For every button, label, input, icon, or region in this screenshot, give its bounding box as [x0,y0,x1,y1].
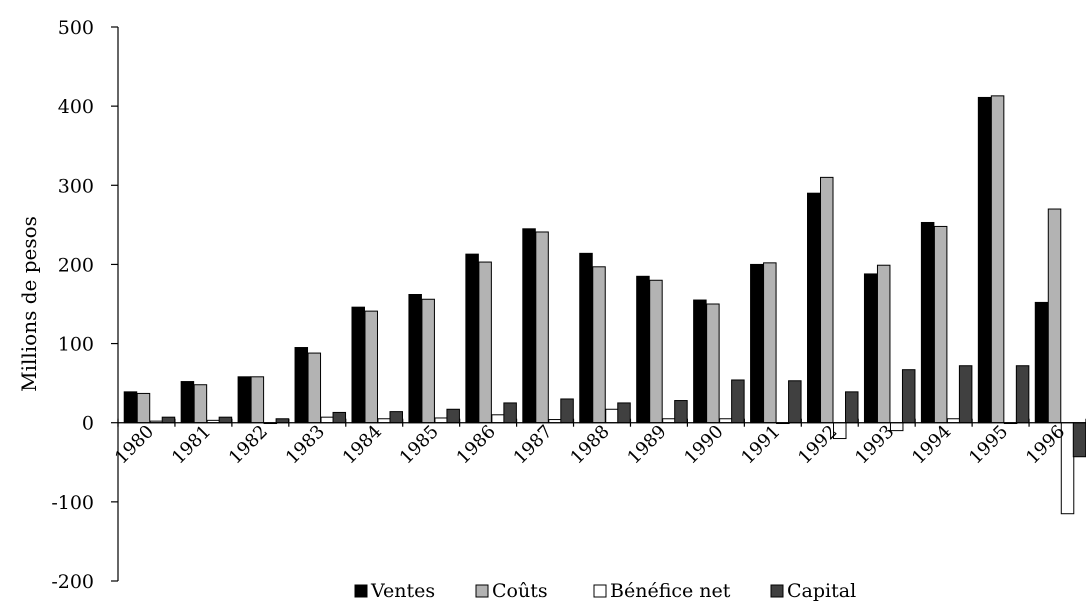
bar-ventes-1982 [237,376,252,424]
bar-co-ts-1993 [876,264,891,424]
x-tick-label-1988: 1988 [566,421,613,468]
bar-ventes-1996 [1034,301,1049,424]
bar-capital-1990 [731,379,745,424]
bar-capital-1983 [332,411,347,424]
y-tick-label--100: -100 [51,492,94,514]
x-tick-label-1985: 1985 [396,421,443,468]
bar-capital-1996 [1072,422,1086,458]
x-tick-label-1994: 1994 [908,421,955,468]
bar-capital-1994 [958,365,973,424]
legend-swatch-capital [770,584,784,598]
bar-ventes-1983 [294,347,309,424]
bar-b-n-fice-net-1986 [491,414,505,424]
y-axis-title: Millions de pesos [17,216,41,392]
x-tick-label-1990: 1990 [680,421,727,468]
legend: Ventes Coûts Bénéfice net Capital [354,580,856,602]
bar-co-ts-1981 [193,384,208,424]
bar-ventes-1991 [750,263,764,424]
bar-ventes-1985 [408,294,422,424]
bar-co-ts-1985 [421,298,435,424]
bar-ventes-1981 [180,381,195,424]
y-tick-label--200: -200 [51,571,94,593]
legend-label-capital: Capital [787,580,856,602]
bar-capital-1987 [560,398,574,424]
x-tick-label-1986: 1986 [453,421,500,468]
bar-b-n-fice-net-1983 [320,416,335,424]
bar-co-ts-1988 [592,266,606,424]
y-tick-label-300: 300 [58,175,94,197]
x-tick-label-1983: 1983 [282,421,329,468]
bar-co-ts-1991 [763,262,777,424]
bar-capital-1984 [389,411,403,424]
bar-co-ts-1995 [990,95,1005,424]
bar-co-ts-1994 [933,225,948,424]
bar-capital-1981 [218,416,233,424]
bar-ventes-1984 [351,306,365,424]
y-tick-label-400: 400 [58,96,94,118]
bar-co-ts-1989 [649,279,663,424]
bars-layer [123,95,1086,515]
legend-label-co-ts: Coûts [492,580,548,602]
bar-b-n-fice-net-1993 [889,422,904,432]
bar-capital-1989 [674,400,688,424]
bar-capital-1985 [446,408,460,424]
x-tick-label-1991: 1991 [737,421,784,468]
bar-ventes-1992 [807,192,821,424]
bar-capital-1988 [617,402,631,424]
bar-b-n-fice-net-1985 [434,417,448,424]
bar-capital-1986 [503,402,517,424]
legend-swatch-b-n-fice-net [593,584,607,598]
legend-swatch-co-ts [475,584,489,598]
bar-co-ts-1983 [307,352,322,424]
bar-ventes-1990 [693,299,707,424]
bar-co-ts-1980 [136,392,151,424]
y-tick-label-200: 200 [58,254,94,276]
bar-capital-1993 [901,369,916,424]
y-tick-label-500: 500 [58,17,94,39]
bar-ventes-1995 [977,96,992,424]
bar-co-ts-1987 [535,231,549,424]
bar-ventes-1993 [863,273,878,424]
legend-label-ventes: Ventes [370,580,435,602]
bar-co-ts-1990 [706,303,720,424]
bar-ventes-1987 [522,228,536,424]
bar-co-ts-1984 [364,310,378,424]
bar-capital-1992 [845,391,859,424]
x-tick-label-1982: 1982 [225,421,272,468]
bar-capital-1995 [1015,365,1030,424]
bar-co-ts-1992 [820,176,834,424]
bar-b-n-fice-net-1988 [605,408,619,424]
bar-capital-1980 [161,416,176,424]
x-tick-label-1989: 1989 [623,421,670,468]
x-tick-label-1995: 1995 [965,421,1012,468]
y-tick-label-0: 0 [82,413,94,435]
bar-ventes-1989 [636,275,650,424]
x-tick-label-1981: 1981 [168,421,215,468]
bar-capital-1991 [788,380,802,424]
bar-ventes-1986 [465,253,479,424]
bar-co-ts-1996 [1047,208,1062,424]
y-tick-label-100: 100 [58,334,94,356]
x-tick-label-1984: 1984 [339,421,386,468]
legend-label-b-n-fice-net: Bénéfice net [610,580,731,602]
bar-ventes-1980 [123,391,138,424]
bar-co-ts-1982 [250,376,265,424]
bar-ventes-1988 [579,252,593,424]
legend-swatch-ventes [354,584,368,598]
bar-co-ts-1986 [478,261,492,424]
x-tick-label-1987: 1987 [510,421,557,468]
bar-ventes-1994 [920,221,935,424]
